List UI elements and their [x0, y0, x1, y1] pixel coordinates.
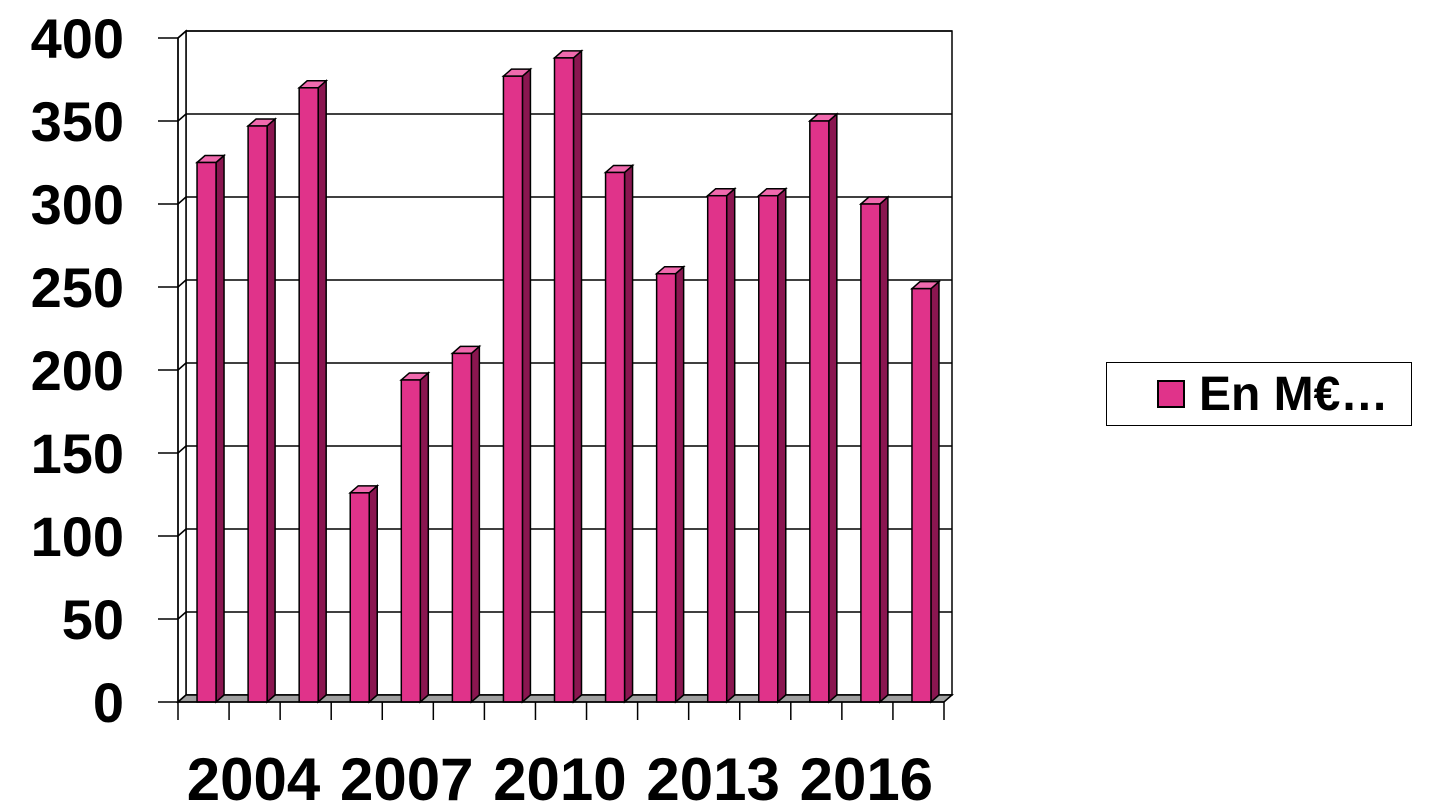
bar-side [777, 187, 787, 704]
bar [807, 112, 839, 704]
bar [552, 49, 584, 704]
y-tick-labels: 0 50 100 150 200 250 300 350 400 [31, 7, 124, 734]
x-tick-label: 2013 [646, 746, 779, 805]
gridline-side [177, 30, 187, 39]
gridline-side [177, 611, 187, 620]
bar-front [349, 492, 370, 703]
y-tick-label: 50 [62, 588, 124, 651]
bar-side [215, 153, 225, 704]
bar-side [725, 187, 736, 704]
bar-front [451, 352, 473, 703]
x-tick-label: 2004 [187, 746, 321, 805]
bar-front [604, 171, 626, 703]
y-tick-label: 350 [31, 90, 124, 153]
y-tick-label: 0 [93, 671, 124, 734]
y-tick-label: 200 [31, 339, 124, 402]
gridline-side [177, 279, 187, 288]
bar [501, 67, 533, 704]
bar-side [368, 484, 378, 704]
y-tick-label: 250 [31, 256, 124, 319]
bar-side [879, 195, 889, 704]
bar [450, 344, 482, 704]
bar-front [758, 194, 779, 703]
bars [195, 49, 941, 704]
bar-front [911, 287, 932, 703]
legend-swatch [1157, 380, 1185, 408]
bar [348, 484, 380, 704]
bar-front [553, 57, 575, 703]
bar [909, 280, 941, 704]
y-tick-label: 300 [31, 173, 124, 236]
bar-front [247, 125, 268, 703]
bar [603, 163, 635, 704]
x-tick-label: 2010 [493, 746, 626, 805]
bar-side [521, 67, 532, 704]
bar [399, 371, 431, 704]
bar-side [572, 49, 583, 704]
bar [858, 195, 890, 704]
bar-side [266, 117, 276, 704]
gridline-side [177, 445, 187, 454]
x-tick-label: 2016 [800, 746, 933, 805]
x-tick-labels: 2004 2007 2010 2013 2016 [187, 746, 933, 805]
bar-side [930, 280, 940, 704]
legend: En M€… [1106, 362, 1412, 426]
bar-side [470, 344, 481, 704]
gridline-side [177, 113, 187, 122]
bar-front [860, 203, 881, 703]
bar-front [298, 87, 319, 703]
bar [246, 117, 278, 704]
bar-side [623, 163, 634, 704]
bar-side [317, 79, 327, 704]
bar-front [655, 272, 677, 703]
bar-side [419, 371, 430, 704]
bar-front [809, 120, 830, 703]
bar [756, 187, 788, 704]
bar-front [706, 194, 728, 703]
bar-front [502, 75, 524, 703]
bar [195, 153, 227, 704]
bar [654, 265, 686, 704]
bar-front [400, 379, 422, 703]
bar-side [674, 265, 685, 704]
bar-front [196, 161, 217, 703]
legend-label: En M€… [1199, 367, 1389, 421]
x-tick-label: 2007 [340, 746, 473, 805]
gridline-side [177, 528, 187, 537]
axes [158, 37, 945, 720]
y-tick-label: 150 [31, 422, 124, 485]
bar-side [828, 112, 838, 704]
y-tick-label: 400 [31, 7, 124, 70]
y-tick-label: 100 [31, 505, 124, 568]
bar [705, 187, 737, 704]
gridline-side [177, 362, 187, 371]
bar [297, 79, 329, 704]
gridline-side [177, 196, 187, 205]
